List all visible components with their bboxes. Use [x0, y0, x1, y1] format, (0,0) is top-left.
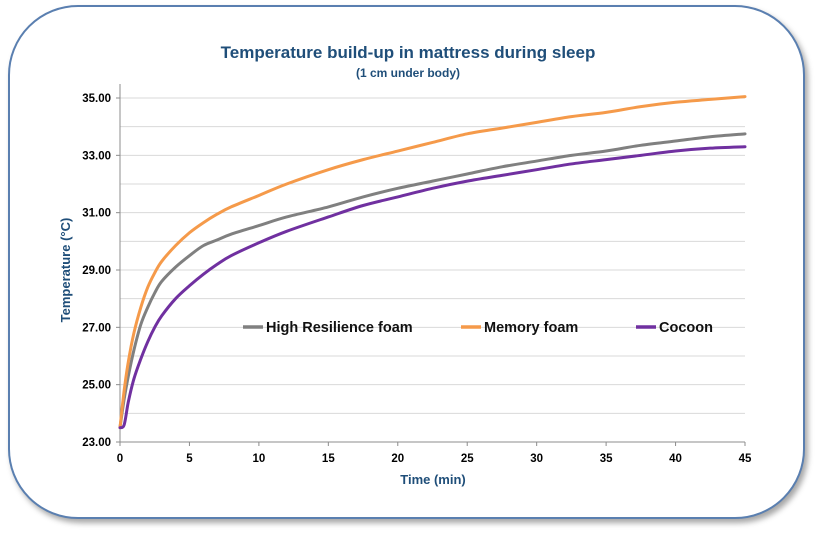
x-axis-label: Time (min): [400, 472, 466, 487]
x-tick-label: 25: [461, 453, 474, 465]
y-tick-label: 29.00: [82, 265, 111, 277]
axes: [116, 84, 746, 446]
y-tick-label: 31.00: [82, 208, 111, 220]
legend-label-memory-foam: Memory foam: [484, 320, 578, 336]
x-tick-label: 30: [530, 453, 543, 465]
legend-label-high-resilience-foam: High Resilience foam: [266, 320, 413, 336]
gridlines: [120, 97, 745, 414]
legend: High Resilience foam Memory foam Cocoon: [243, 320, 713, 336]
y-tick-label: 23.00: [82, 437, 111, 449]
x-tick-label: 35: [600, 453, 613, 465]
y-tick-label: 27.00: [82, 322, 111, 334]
series-line-memory-foam: [118, 95, 747, 430]
series-line-high-resilience-foam: [118, 132, 747, 430]
y-tick-label: 35.00: [82, 93, 111, 105]
tick-labels: 23.00 25.00 27.00 29.00 31.00 33.00 35.00 0 5 10 1…: [82, 93, 752, 465]
x-tick-label: 5: [186, 453, 193, 465]
x-tick-label: 15: [322, 453, 335, 465]
y-axis-label: Temperature (°C): [58, 218, 73, 323]
x-tick-label: 10: [252, 453, 265, 465]
chart-subtitle: (1 cm under body): [356, 66, 460, 80]
x-tick-label: 0: [117, 453, 123, 465]
x-tick-label: 40: [669, 453, 682, 465]
chart-frame: [8, 5, 805, 519]
chart-title: Temperature build-up in mattress during …: [221, 43, 596, 62]
series-line-cocoon: [118, 145, 747, 430]
series-lines: [118, 95, 747, 430]
x-tick-label: 20: [391, 453, 404, 465]
x-tick-label: 45: [739, 453, 752, 465]
y-tick-label: 33.00: [82, 150, 111, 162]
legend-label-cocoon: Cocoon: [659, 320, 713, 336]
y-tick-label: 25.00: [82, 380, 111, 392]
